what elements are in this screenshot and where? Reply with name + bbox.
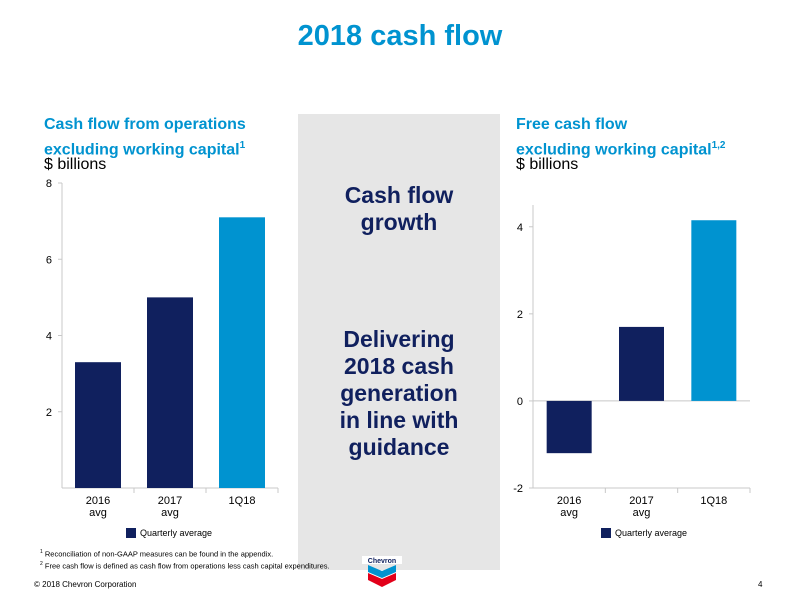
footnote-2: 2 Free cash flow is defined as cash flow… [40,561,330,571]
center-line-4: 2018 cash [344,353,454,379]
chart-1-xtick-label-0-1: avg [89,507,107,519]
chart-1-ytick-label-0: 2 [46,407,52,419]
chart-2-ytick-label-1: 0 [517,396,523,408]
chart-1-bar-1 [147,297,193,488]
footnote-1: 1 Reconciliation of non-GAAP measures ca… [40,549,273,559]
chart-1-xtick-label-1-1: avg [161,507,179,519]
center-line-1: Cash flow [344,182,454,208]
page-number: 4 [758,580,763,589]
chart-1-xtick-label-2-0: 1Q18 [229,495,256,507]
logo-wordmark: Chevron [368,558,396,565]
chart-2-title-sup: 1,2 [711,140,726,151]
center-message-panel: Cash flow growth Delivering 2018 cash ge… [298,114,500,570]
chart-2-xtick-label-1-0: 2017 [629,495,653,507]
chart-1-legend-swatch [126,528,136,538]
chart-2-legend-label: Quarterly average [615,528,688,538]
chart-1-title-line2: excluding working capital [44,141,240,159]
chart-2-title-line1: Free cash flow [516,116,628,133]
chart-1-bar-0 [75,362,121,488]
chart-2-ytick-label-0: -2 [513,483,523,495]
chart-2-title-line2: excluding working capital [516,141,712,159]
chart-2-bar-0 [546,400,592,454]
chart-1-legend-label: Quarterly average [140,528,213,538]
page-title: 2018 cash flow [297,20,503,52]
chart-2-xtick-label-2-0: 1Q18 [700,495,727,507]
center-heading-2: Delivering 2018 cash generation in line … [298,326,500,461]
center-heading-1: Cash flow growth [298,182,500,236]
chart-1-legend: Quarterly average [126,528,212,538]
chart-2-xtick-label-0-0: 2016 [557,495,581,507]
chart-2-unit: $ billions [516,156,579,173]
copyright: © 2018 Chevron Corporation [34,580,137,589]
footnote-2-text: Free cash flow is defined as cash flow f… [44,561,330,571]
chart-2-xtick-label-0-1: avg [560,507,578,519]
center-line-2: growth [360,209,438,235]
chart-1-title-sup: 1 [239,140,246,151]
chart-1-ytick-label-2: 6 [46,254,52,266]
chart-2-bar-2 [691,220,737,401]
chart-2-ytick-label-2: 2 [517,309,523,321]
chart-2-bar-1 [619,326,664,401]
footnote-1-mark: 1 [40,549,43,555]
chart-2-title: Free cash flow excluding working capital… [516,114,726,160]
chart-2-legend-swatch [601,528,611,538]
center-line-7: guidance [348,434,450,460]
chart-2-ytick-label-3: 4 [517,222,523,234]
footnote-2-mark: 2 [40,561,43,567]
chart-1-ytick-label-3: 8 [46,178,52,190]
center-line-6: in line with [339,407,459,433]
chart-2-legend: Quarterly average [601,528,687,538]
chart-1-title: Cash flow from operations excluding work… [44,114,246,160]
chevron-logo-icon: Chevron [362,556,402,587]
chart-1-xtick-label-0-0: 2016 [86,495,110,507]
chart-1-bar-2 [219,217,265,488]
center-line-3: Delivering [343,326,455,352]
chart-1-title-line1: Cash flow from operations [44,116,246,133]
chart-1-xtick-label-1-0: 2017 [158,495,182,507]
footnote-1-text: Reconciliation of non-GAAP measures can … [44,549,274,559]
chart-1-unit: $ billions [44,156,107,173]
chart-1-ytick-label-1: 4 [46,331,52,343]
center-line-5: generation [340,380,458,406]
chart-2-xtick-label-1-1: avg [633,507,651,519]
